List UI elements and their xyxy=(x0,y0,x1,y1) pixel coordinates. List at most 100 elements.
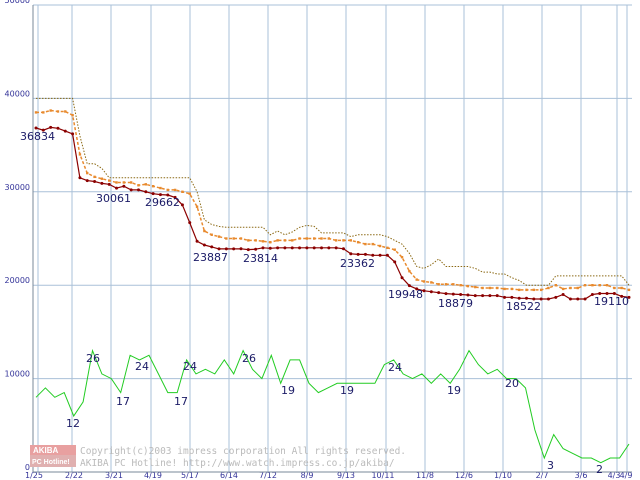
series-point-high xyxy=(122,181,126,184)
series-point-low xyxy=(34,126,38,130)
series-point-high xyxy=(466,284,470,288)
series-point-low xyxy=(246,248,250,252)
series-point-high xyxy=(378,244,382,248)
series-point-low xyxy=(129,188,133,192)
series-point-high xyxy=(78,153,82,156)
series-point-low xyxy=(495,294,499,298)
series-point-high xyxy=(188,192,191,195)
series-point-low xyxy=(451,292,455,296)
series-point-high xyxy=(620,286,623,290)
series-point-high xyxy=(42,111,45,114)
series-point-high xyxy=(291,239,294,242)
series-point-high xyxy=(627,288,631,292)
series-point-high xyxy=(166,188,169,192)
series-point-high xyxy=(415,278,418,281)
akiba-logo: AKIBA PC Hotline! xyxy=(30,445,76,467)
x-tick-label: 7/12 xyxy=(259,471,277,480)
series-point-low xyxy=(517,296,521,300)
x-tick-label: 4/3 xyxy=(608,471,621,480)
series-point-high xyxy=(108,179,111,182)
series-point-high xyxy=(393,248,396,251)
series-point-low xyxy=(283,246,287,250)
series-point-high xyxy=(605,284,609,287)
series-point-high xyxy=(613,286,616,290)
series-point-low xyxy=(254,247,258,251)
series-point-low xyxy=(276,246,280,250)
series-point-low xyxy=(466,293,470,297)
series-point-low xyxy=(437,291,441,295)
data-label: 2 xyxy=(596,463,603,476)
series-point-high xyxy=(539,288,543,292)
series-point-high xyxy=(320,237,323,240)
series-point-high xyxy=(334,239,338,242)
series-point-high xyxy=(452,283,455,286)
series-point-low xyxy=(210,245,214,249)
data-label: 24 xyxy=(388,361,402,374)
series-point-high xyxy=(356,241,360,244)
series-point-high xyxy=(517,288,521,292)
series-point-low xyxy=(195,239,199,243)
series-layer xyxy=(34,97,631,464)
series-point-low xyxy=(583,297,587,301)
series-point-high xyxy=(86,171,89,175)
series-point-low xyxy=(539,297,543,301)
site-url-text: AKIBA PC Hotline! http://www.watch.impre… xyxy=(80,458,395,469)
logo-bottom-text: PC Hotline! xyxy=(32,459,70,466)
point-labels: 36834 30061 29662 23887 23814 23362 19948 18879… xyxy=(20,130,629,476)
x-tick-label: 3/6 xyxy=(575,471,588,480)
series-point-low xyxy=(422,289,426,293)
series-point-high xyxy=(312,237,316,240)
data-label: 24 xyxy=(135,360,149,373)
copyright-text: Copyright(c)2003 impress corporation All… xyxy=(80,446,406,457)
series-point-high xyxy=(261,240,265,243)
series-point-low xyxy=(371,253,375,257)
series-point-low xyxy=(217,247,221,251)
series-point-high xyxy=(430,281,433,284)
series-point-low xyxy=(525,296,529,300)
series-point-high xyxy=(561,287,565,291)
series-point-low xyxy=(166,193,170,197)
series-point-high xyxy=(474,285,477,289)
data-label: 36834 xyxy=(20,130,55,143)
series-point-low xyxy=(305,246,309,250)
watermark: AKIBA PC Hotline! Copyright(c)2003 impre… xyxy=(30,445,406,469)
series-line-max xyxy=(36,97,630,286)
series-point-high xyxy=(576,286,579,290)
x-tick-label: 2/22 xyxy=(65,471,83,480)
series-point-low xyxy=(49,125,53,129)
series-point-low xyxy=(481,294,485,298)
series-point-low xyxy=(356,252,360,256)
series-point-high xyxy=(364,242,367,246)
series-point-low xyxy=(459,293,463,297)
series-point-high xyxy=(342,239,345,242)
series-point-high xyxy=(459,284,462,287)
series-point-low xyxy=(554,295,558,299)
series-point-low xyxy=(180,203,184,207)
series-point-high xyxy=(129,181,133,184)
series-point-low xyxy=(473,294,477,298)
data-label: 17 xyxy=(116,395,130,408)
series-point-low xyxy=(202,243,206,247)
logo-top-text: AKIBA xyxy=(33,446,59,455)
series-point-high xyxy=(232,237,235,240)
series-point-low xyxy=(561,293,565,297)
series-point-high xyxy=(254,239,257,242)
series-point-low xyxy=(144,190,148,194)
series-point-low xyxy=(568,297,572,301)
series-point-low xyxy=(612,292,616,296)
series-point-low xyxy=(488,294,492,298)
data-label: 23814 xyxy=(243,252,278,265)
series-point-low xyxy=(290,246,294,250)
series-point-low xyxy=(232,247,236,251)
series-point-low xyxy=(546,297,550,301)
series-point-low xyxy=(136,188,140,192)
series-point-low xyxy=(56,126,60,130)
series-point-high xyxy=(437,283,440,286)
data-label: 26 xyxy=(242,352,256,365)
series-point-low xyxy=(107,182,111,186)
series-point-high xyxy=(64,110,67,113)
data-label: 19110 xyxy=(594,295,629,308)
series-point-low xyxy=(349,252,353,256)
axes: 0 10000 20000 30000 40000 50000 1/25 2/22 3/21 4/… xyxy=(5,0,633,480)
